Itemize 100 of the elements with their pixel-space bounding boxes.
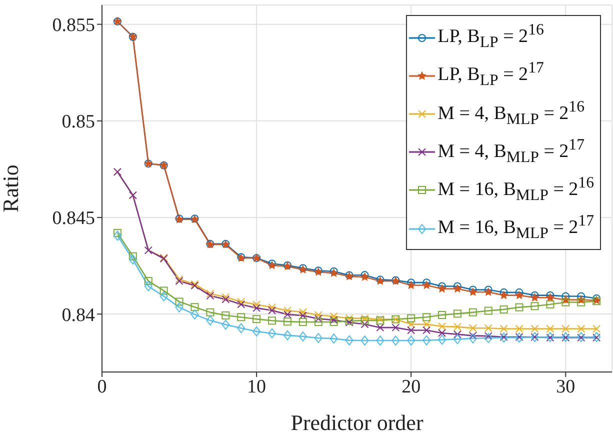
point bbox=[283, 318, 292, 326]
point bbox=[237, 300, 246, 308]
point bbox=[268, 303, 276, 312]
point bbox=[128, 252, 137, 260]
x-tick-label: 0 bbox=[97, 376, 107, 398]
point bbox=[392, 336, 400, 346]
point bbox=[360, 336, 369, 346]
point bbox=[422, 320, 431, 328]
point bbox=[345, 314, 354, 322]
point bbox=[237, 298, 246, 306]
y-axis-title: Ratio bbox=[0, 164, 23, 212]
point bbox=[438, 334, 446, 345]
point bbox=[407, 326, 416, 334]
point bbox=[252, 326, 261, 336]
point bbox=[345, 335, 354, 346]
point bbox=[314, 318, 322, 326]
point bbox=[175, 302, 184, 312]
point bbox=[453, 334, 462, 344]
point bbox=[314, 314, 322, 323]
x-tick-label: 10 bbox=[247, 376, 266, 398]
point bbox=[468, 324, 477, 332]
point bbox=[422, 313, 431, 322]
legend-label: M = 4, B$_{MLP}$ = 2$^{16}$ bbox=[438, 98, 584, 128]
point bbox=[206, 315, 214, 326]
point bbox=[484, 324, 492, 332]
point bbox=[283, 310, 292, 318]
point bbox=[500, 305, 508, 314]
legend-label: M = 4, B$_{MLP}$ = 2$^{17}$ bbox=[438, 136, 584, 166]
point bbox=[144, 281, 152, 292]
point bbox=[160, 286, 168, 295]
point bbox=[468, 333, 477, 344]
point bbox=[438, 322, 446, 330]
x-tick-label: 30 bbox=[556, 376, 576, 398]
point bbox=[268, 306, 276, 314]
point bbox=[128, 254, 137, 265]
point bbox=[500, 324, 508, 333]
point bbox=[453, 322, 462, 331]
point bbox=[113, 230, 122, 241]
point bbox=[144, 277, 152, 286]
point bbox=[438, 328, 446, 337]
point bbox=[422, 326, 431, 334]
point bbox=[514, 290, 524, 300]
point bbox=[530, 302, 539, 310]
point bbox=[484, 333, 492, 344]
y-tick-label: 0.855 bbox=[52, 15, 95, 36]
x-tick-label: 20 bbox=[402, 376, 421, 398]
legend-label: LP, B$_{LP}$ = 2$^{16}$ bbox=[438, 22, 544, 52]
legend-label: M = 16, B$_{MLP}$ = 2$^{16}$ bbox=[438, 174, 594, 204]
point bbox=[298, 318, 307, 326]
point bbox=[530, 324, 539, 333]
point bbox=[237, 323, 246, 334]
y-tick-label: 0.84 bbox=[62, 304, 96, 326]
point bbox=[252, 304, 261, 312]
point bbox=[546, 300, 554, 308]
y-tick-label: 0.85 bbox=[62, 112, 95, 133]
point bbox=[298, 331, 307, 342]
point bbox=[190, 303, 199, 312]
point bbox=[160, 291, 168, 302]
point bbox=[222, 320, 230, 330]
legend-label: M = 16, B$_{MLP}$ = 2$^{17}$ bbox=[438, 212, 594, 242]
point bbox=[438, 311, 446, 320]
point bbox=[298, 308, 307, 316]
point bbox=[500, 288, 508, 296]
point bbox=[422, 335, 431, 346]
point bbox=[407, 336, 416, 346]
point bbox=[283, 330, 292, 340]
point bbox=[484, 332, 492, 340]
point bbox=[407, 320, 416, 328]
point bbox=[113, 228, 122, 237]
point bbox=[515, 324, 524, 333]
point bbox=[175, 298, 184, 306]
x-axis-title: Predictor order bbox=[290, 410, 424, 434]
point bbox=[562, 298, 570, 306]
point bbox=[453, 330, 462, 338]
point bbox=[252, 300, 261, 309]
point bbox=[190, 309, 199, 320]
point bbox=[562, 324, 570, 333]
point bbox=[283, 306, 292, 315]
point bbox=[206, 308, 214, 316]
point bbox=[237, 313, 246, 322]
legend-label: LP, B$_{LP}$ = 2$^{17}$ bbox=[438, 60, 544, 90]
point bbox=[468, 308, 477, 316]
point bbox=[330, 312, 338, 320]
point bbox=[484, 306, 492, 315]
point bbox=[330, 334, 338, 344]
point bbox=[298, 312, 307, 320]
point bbox=[499, 290, 508, 300]
point bbox=[376, 324, 384, 332]
point bbox=[314, 333, 322, 344]
point bbox=[592, 324, 601, 333]
point bbox=[515, 288, 524, 296]
point bbox=[453, 310, 462, 318]
point bbox=[468, 332, 477, 340]
point bbox=[392, 324, 400, 332]
point bbox=[222, 311, 230, 320]
y-tick-label: 0.845 bbox=[52, 208, 95, 230]
point bbox=[360, 320, 369, 328]
point bbox=[407, 314, 416, 322]
point bbox=[546, 324, 554, 333]
point bbox=[252, 315, 261, 324]
